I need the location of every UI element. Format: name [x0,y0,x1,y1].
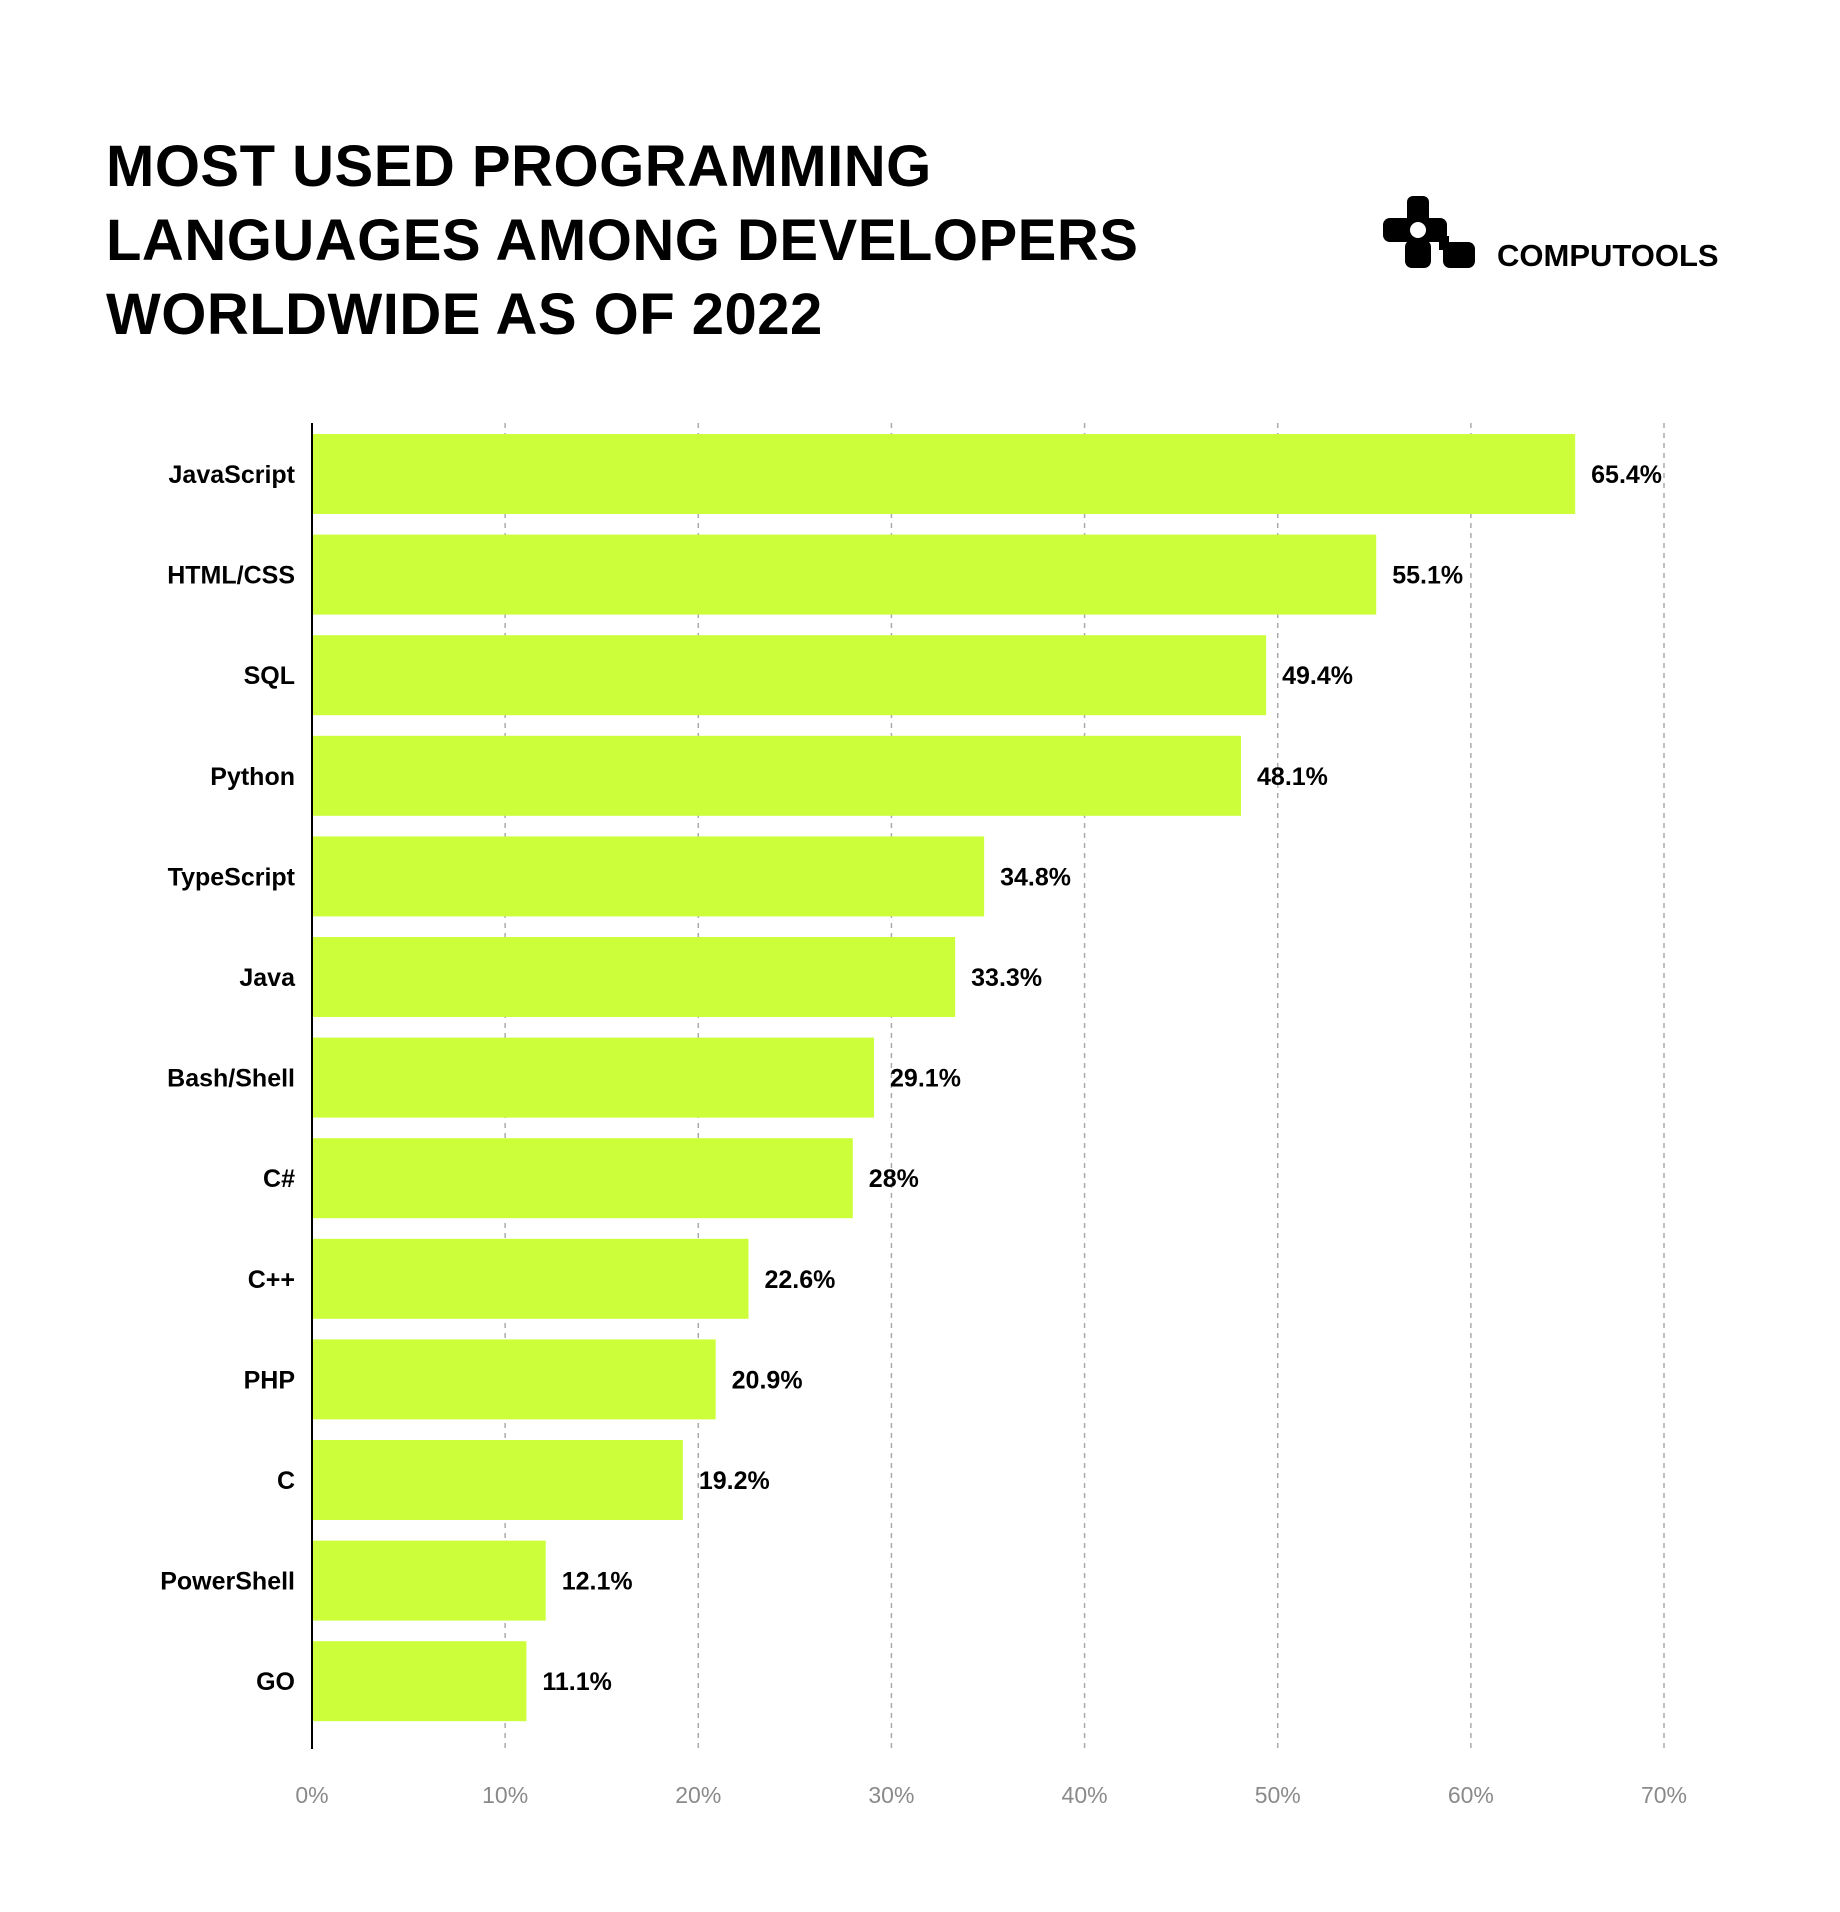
value-label: 49.4% [1282,662,1353,690]
bar-go [312,1641,527,1722]
bar-powershell [312,1540,546,1621]
value-label: 33.3% [971,964,1042,992]
x-tick-label: 40% [1062,1782,1108,1808]
value-label: 28% [869,1165,919,1193]
category-label: TypeScript [168,863,296,891]
x-tick-label: 30% [868,1782,914,1808]
bar-javascript [312,434,1576,514]
logo-text: COMPUTOOLS [1497,238,1719,273]
title-line-3: WORLDWIDE AS OF 2022 [106,282,823,347]
bar-python [312,735,1242,816]
bar-sql [312,635,1267,716]
value-label: 65.4% [1591,461,1662,489]
bar-c- [312,1238,749,1319]
x-tick-label: 0% [295,1782,328,1808]
value-label: 34.8% [1000,863,1071,891]
value-label: 29.1% [890,1065,961,1093]
category-label: SQL [244,662,295,690]
x-tick-label: 20% [675,1782,721,1808]
category-label: PHP [244,1366,295,1394]
category-label: HTML/CSS [167,562,295,590]
bar-java [312,937,956,1017]
bar-c- [312,1138,853,1219]
value-label: 12.1% [562,1568,633,1596]
category-label: C [277,1467,295,1495]
x-tick-label: 70% [1641,1782,1687,1808]
value-label: 20.9% [732,1366,803,1394]
category-label: C# [263,1165,295,1193]
x-tick-label: 60% [1448,1782,1494,1808]
bar-bash-shell [312,1037,875,1118]
value-label: 55.1% [1392,562,1463,590]
chart-title: MOST USED PROGRAMMING LANGUAGES AMONG DE… [106,130,1138,352]
title-line-1: MOST USED PROGRAMMING [106,134,932,199]
category-label: GO [256,1668,295,1696]
value-label: 22.6% [765,1266,836,1294]
bar-php [312,1339,716,1420]
category-label: Python [210,763,295,791]
category-label: Java [239,964,296,992]
value-label: 19.2% [699,1467,770,1495]
x-tick-label: 10% [482,1782,528,1808]
category-label: C++ [248,1266,295,1294]
x-tick-label: 50% [1255,1782,1301,1808]
value-label: 48.1% [1257,763,1328,791]
computools-logo-icon [1383,196,1475,268]
title-line-2: LANGUAGES AMONG DEVELOPERS [106,208,1139,273]
category-label: PowerShell [160,1568,295,1596]
computools-logo: COMPUTOOLS [1383,196,1719,273]
value-label: 11.1% [542,1668,612,1696]
bar-html-css [312,534,1377,615]
bar-typescript [312,836,985,917]
category-label: Bash/Shell [167,1065,295,1093]
bar-c [312,1440,683,1520]
category-label: JavaScript [169,461,296,489]
